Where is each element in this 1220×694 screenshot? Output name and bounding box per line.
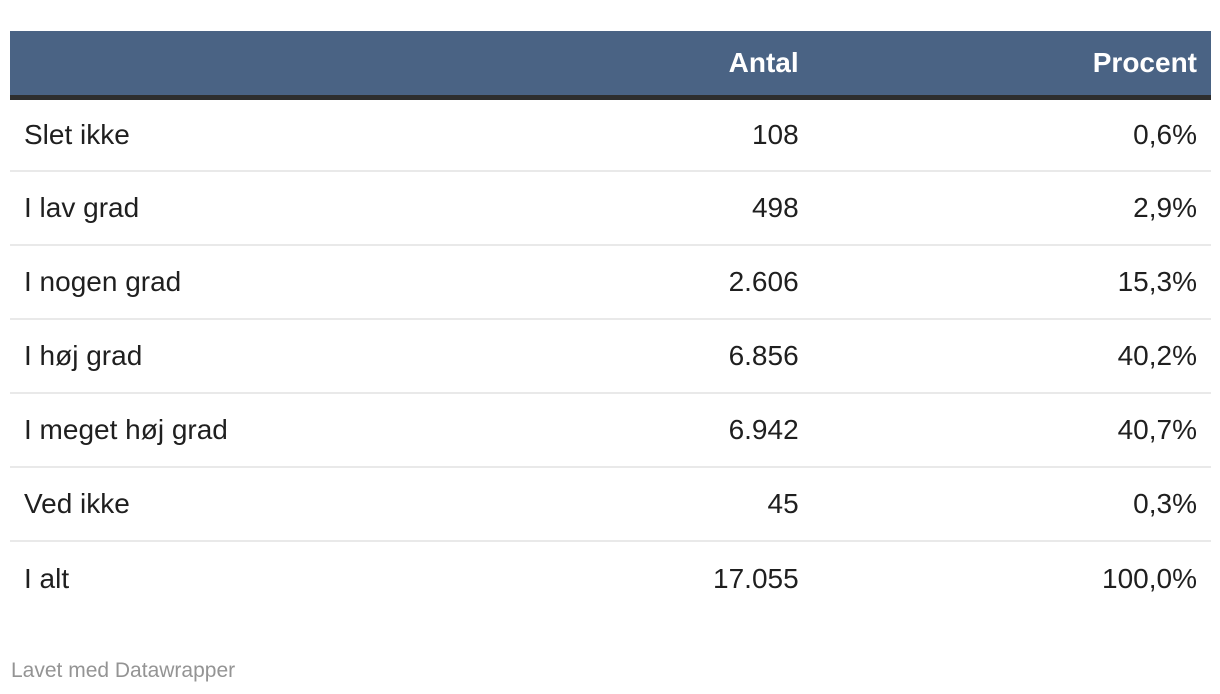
antal-value: 498 bbox=[490, 171, 815, 245]
column-header-antal: Antal bbox=[490, 31, 815, 100]
procent-value: 2,9% bbox=[814, 171, 1211, 245]
antal-value: 17.055 bbox=[490, 541, 815, 615]
table-row: Slet ikke 108 0,6% bbox=[10, 97, 1211, 171]
row-label: I lav grad bbox=[10, 171, 491, 245]
row-label: I alt bbox=[10, 541, 491, 615]
procent-value: 15,3% bbox=[814, 245, 1211, 319]
header-row: Antal Procent bbox=[10, 31, 1211, 100]
datawrapper-credit-link[interactable]: Lavet med Datawrapper bbox=[11, 659, 236, 682]
table-container: Antal Procent Slet ikke 108 0,6% I lav g… bbox=[10, 31, 1211, 615]
table-row: I høj grad 6.856 40,2% bbox=[10, 319, 1211, 393]
table-row: Ved ikke 45 0,3% bbox=[10, 467, 1211, 541]
column-header-empty bbox=[10, 31, 491, 100]
antal-value: 108 bbox=[490, 97, 815, 171]
procent-value: 40,7% bbox=[814, 393, 1211, 467]
table-row: I lav grad 498 2,9% bbox=[10, 171, 1211, 245]
column-header-procent: Procent bbox=[814, 31, 1211, 100]
procent-value: 100,0% bbox=[814, 541, 1211, 615]
data-table: Antal Procent Slet ikke 108 0,6% I lav g… bbox=[10, 31, 1211, 615]
procent-value: 0,3% bbox=[814, 467, 1211, 541]
table-row: I nogen grad 2.606 15,3% bbox=[10, 245, 1211, 319]
row-label: I høj grad bbox=[10, 319, 491, 393]
antal-value: 6.856 bbox=[490, 319, 815, 393]
antal-value: 2.606 bbox=[490, 245, 815, 319]
procent-value: 0,6% bbox=[814, 97, 1211, 171]
table-row: I meget høj grad 6.942 40,7% bbox=[10, 393, 1211, 467]
row-label: I meget høj grad bbox=[10, 393, 491, 467]
row-label: Ved ikke bbox=[10, 467, 491, 541]
table-row-total: I alt 17.055 100,0% bbox=[10, 541, 1211, 615]
row-label: I nogen grad bbox=[10, 245, 491, 319]
procent-value: 40,2% bbox=[814, 319, 1211, 393]
row-label: Slet ikke bbox=[10, 97, 491, 171]
antal-value: 45 bbox=[490, 467, 815, 541]
antal-value: 6.942 bbox=[490, 393, 815, 467]
